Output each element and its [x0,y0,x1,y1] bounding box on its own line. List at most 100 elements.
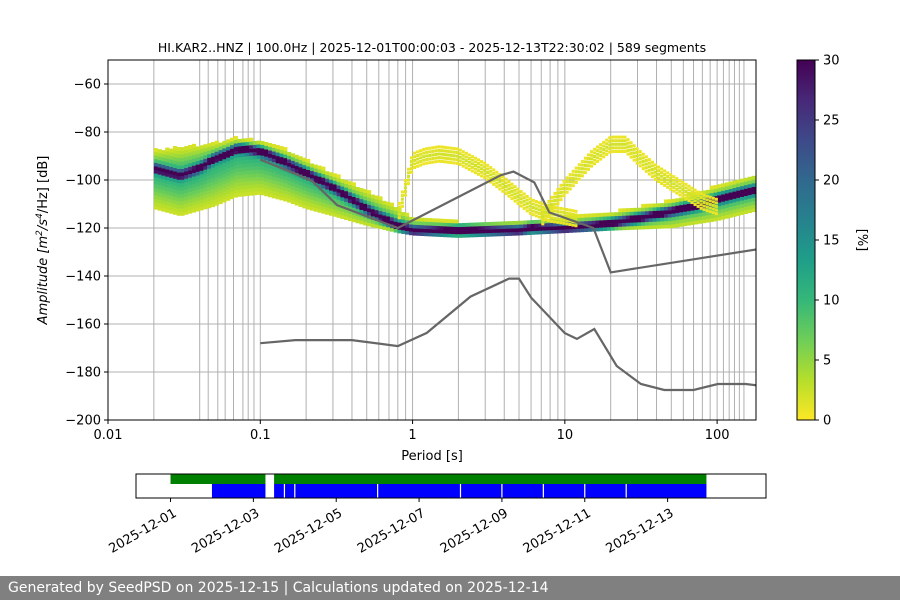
psd-histogram-cell [157,195,162,200]
psd-secondary-cell [656,169,661,173]
psd-histogram-cell [229,188,235,192]
psd-histogram-cell [344,216,349,221]
psd-histogram-cell [370,219,375,224]
psd-secondary-cell [593,155,597,159]
psd-histogram-cell [184,210,189,215]
psd-histogram-cell [169,180,174,185]
psd-histogram-cell [424,217,429,222]
psd-secondary-cell [525,202,529,206]
psd-histogram-cell [633,225,638,230]
psd-histogram-cell [199,145,204,150]
psd-histogram-cell [728,185,733,189]
psd-histogram-cell [488,221,493,226]
psd-secondary-cell [406,167,410,171]
psd-histogram-cell [450,226,455,231]
psd-histogram-cell [751,208,756,213]
psd-histogram-cell [328,208,334,213]
psd-histogram-cell [153,180,158,185]
psd-histogram-cell [317,183,322,188]
psd-histogram-cell [340,193,345,198]
psd-secondary-cell [522,199,526,203]
psd-secondary-cell [626,138,630,142]
psd-histogram-cell [302,161,307,166]
psd-histogram-cell [717,209,722,214]
psd-secondary-cell [406,178,410,182]
psd-secondary-cell [419,159,423,163]
psd-histogram-cell [747,180,752,185]
psd-secondary-cell [568,173,572,177]
psd-histogram-cell [245,138,250,143]
psd-histogram-cell [397,222,402,227]
psd-secondary-cell [608,143,612,147]
psd-secondary-cell [714,201,718,205]
psd-secondary-cell [559,221,563,225]
psd-histogram-cell [336,210,341,215]
psd-histogram-cell [363,196,368,201]
psd-histogram-cell [344,194,349,199]
psd-histogram-cell [462,226,467,231]
psd-histogram-cell [652,207,657,211]
psd-secondary-cell [565,183,569,187]
psd-secondary-cell [681,195,685,199]
psd-histogram-cell [618,212,623,216]
psd-histogram-cell [599,227,604,232]
psd-histogram-cell [336,185,341,190]
psd-histogram-cell [743,188,749,193]
psd-histogram-cell [675,209,680,213]
psd-histogram-cell [584,213,589,218]
psd-secondary-cell [669,184,673,188]
psd-histogram-cell [191,176,197,181]
psd-secondary-cell [422,158,426,162]
psd-histogram-cell [195,171,200,176]
psd-secondary-cell [693,202,697,206]
x-tick-label: 0.01 [94,428,123,443]
psd-histogram-cell [256,176,261,181]
psd-secondary-cell [483,165,487,169]
psd-histogram-cell [241,188,246,193]
psd-histogram-cell [618,226,623,231]
x-tick-label: 0.1 [250,428,271,443]
psd-secondary-cell [596,152,600,156]
psd-histogram-cell [161,193,166,198]
psd-histogram-cell [637,214,642,219]
psd-secondary-cell [565,190,569,194]
psd-histogram-cell [561,229,566,234]
psd-secondary-cell [550,216,554,220]
psd-histogram-cell [565,229,570,233]
psd-secondary-cell [696,190,700,194]
psd-histogram-cell [176,175,181,180]
psd-secondary-cell [455,147,459,151]
psd-histogram-cell [724,182,730,187]
psd-secondary-cell [589,164,594,168]
psd-histogram-cell [279,149,284,154]
psd-histogram-cell [416,228,421,233]
psd-secondary-cell [574,217,578,221]
psd-histogram-cell [355,194,360,199]
psd-secondary-cell [550,210,554,214]
psd-histogram-cell [427,218,433,223]
psd-histogram-cell [309,167,315,172]
psd-histogram-cell [256,144,261,149]
psd-secondary-cell [708,206,712,210]
psd-secondary-cell [583,171,587,175]
psd-secondary-cell [409,156,414,160]
psd-histogram-cell [237,182,242,187]
psd-secondary-cell [620,150,624,153]
psd-histogram-cell [351,189,356,194]
psd-secondary-cell [696,197,700,201]
psd-histogram-cell [420,217,425,222]
psd-secondary-cell [473,167,477,171]
psd-histogram-cell [233,172,238,176]
psd-secondary-cell [617,150,621,153]
psd-histogram-cell [553,222,558,227]
psd-histogram-cell [203,187,208,192]
psd-histogram-cell [161,171,166,176]
psd-histogram-cell [648,203,653,208]
psd-histogram-cell [344,212,349,217]
psd-histogram-cell [214,140,219,145]
psd-histogram-cell [195,203,200,208]
timeline-blue-segment [274,484,707,498]
psd-histogram-cell [359,202,364,207]
psd-histogram-cell [431,232,436,237]
psd-histogram-cell [348,213,353,218]
